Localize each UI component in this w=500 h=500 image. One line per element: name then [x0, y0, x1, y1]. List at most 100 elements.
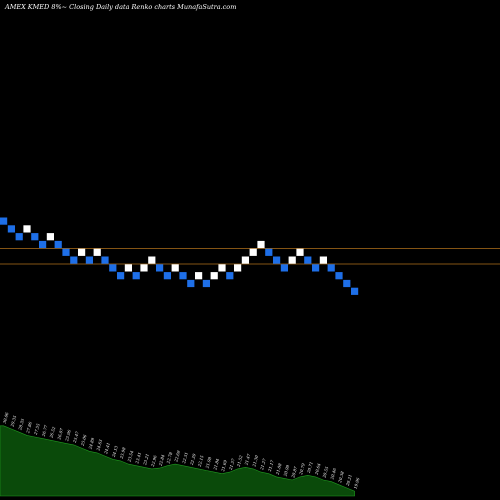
volume-label: 21.30 [251, 454, 259, 468]
renko-brick-down [265, 248, 273, 256]
volume-label: 24.63 [95, 438, 103, 452]
renko-brick-down [54, 240, 62, 249]
renko-brick-down [31, 233, 39, 241]
renko-brick-up [288, 256, 296, 264]
volume-label: 25.06 [79, 434, 87, 448]
renko-brick-down [343, 279, 351, 288]
renko-brick-down [327, 264, 335, 272]
renko-brick-down [312, 264, 320, 272]
renko-brick-down [109, 264, 117, 272]
renko-brick-down [101, 256, 109, 264]
renko-brick-down [70, 256, 78, 264]
volume-label: 20.21 [345, 474, 353, 487]
renko-brick-down [85, 256, 93, 264]
volume-label: 23.21 [142, 453, 150, 466]
renko-brick-down [7, 225, 15, 233]
renko-brick-down [304, 256, 312, 264]
volume-label: 23.54 [126, 450, 134, 464]
reference-lines [0, 247, 500, 265]
renko-brick-down [163, 272, 171, 280]
volume-label: 22.69 [173, 450, 181, 464]
volume-label: 20.38 [337, 470, 345, 484]
renko-brick-down [335, 272, 343, 280]
volume-label: 27.55 [33, 422, 41, 436]
renko-brick-up [93, 248, 101, 256]
renko-brick-up [241, 256, 249, 264]
volume-label: 20.55 [321, 466, 329, 480]
renko-brick-down [156, 264, 164, 272]
volume-label: 25.96 [64, 429, 72, 443]
volume-label: 29.35 [9, 414, 17, 428]
volume-label: 20.87 [290, 466, 298, 480]
volume-label: 27.86 [25, 421, 33, 435]
renko-brick-down [187, 279, 195, 288]
volume-label: 26.07 [56, 427, 64, 441]
renko-brick-up [46, 233, 54, 241]
volume-label: 23.98 [118, 446, 126, 460]
renko-bricks [0, 217, 359, 295]
volume-area [0, 425, 355, 497]
volume-label: 24.41 [103, 442, 111, 455]
volume-label: 22.51 [181, 452, 189, 465]
renko-brick-up [140, 264, 148, 272]
volume-label: 26.77 [40, 424, 48, 438]
volume-label: 21.17 [267, 459, 275, 473]
renko-brick-down [117, 272, 125, 280]
renko-brick-up [124, 264, 132, 272]
volume-label: 30.06 [2, 411, 10, 424]
volume-labels: 30.06 29.35 28.35 27.86 27.55 26.77 26.52 26.07… [2, 411, 361, 489]
renko-brick-down [0, 217, 8, 225]
renko-brick-up [249, 248, 257, 256]
volume-label: 22.39 [189, 453, 197, 467]
volume-label: 20.46 [329, 467, 337, 481]
renko-brick-up [171, 264, 179, 272]
renko-brick-down [132, 272, 140, 280]
volume-area-shape [0, 425, 355, 497]
renko-brick-up [257, 240, 265, 249]
renko-brick-down [202, 279, 210, 288]
volume-label: 21.57 [228, 458, 236, 472]
renko-brick-down [15, 233, 23, 241]
volume-label: 20.71 [306, 461, 314, 474]
volume-label: 20.99 [282, 464, 290, 478]
volume-label: 24.89 [87, 437, 95, 451]
renko-brick-up [319, 256, 327, 264]
volume-label: 22.96 [150, 454, 158, 468]
volume-label: 21.52 [235, 454, 243, 468]
renko-brick-down [351, 287, 359, 295]
volume-label: 26.52 [48, 426, 56, 440]
volume-label: 20.79 [298, 462, 306, 476]
renko-brick-down [280, 264, 288, 272]
renko-brick-up [218, 264, 226, 272]
volume-label: 19.96 [353, 477, 361, 490]
volume-label: 22.84 [157, 454, 165, 468]
volume-label: 21.47 [243, 453, 251, 467]
renko-brick-up [78, 248, 86, 256]
renko-brick-up [234, 264, 242, 272]
volume-label: 22.78 [165, 451, 173, 465]
volume-label: 22.15 [196, 454, 204, 468]
renko-brick-down [62, 248, 70, 256]
volume-label: 23.41 [134, 452, 142, 465]
renko-brick-down [273, 256, 281, 264]
renko-brick-up [296, 248, 304, 256]
renko-brick-up [210, 272, 218, 280]
volume-label: 21.69 [220, 459, 228, 473]
renko-brick-down [179, 272, 187, 280]
renko-brick-up [195, 272, 203, 280]
volume-label: 21.98 [204, 456, 212, 470]
volume-label: 28.35 [17, 418, 25, 432]
volume-label: 21.27 [259, 458, 267, 472]
chart-title: AMEX KMED 8%~ Closing Daily data Renko c… [4, 3, 236, 11]
volume-label: 20.64 [313, 462, 321, 476]
volume-label: 21.08 [274, 462, 282, 476]
renko-brick-up [23, 225, 31, 233]
renko-brick-down [226, 272, 234, 280]
renko-brick-up [148, 256, 156, 264]
volume-label: 21.84 [212, 458, 220, 472]
renko-brick-down [39, 240, 47, 249]
volume-label: 25.47 [72, 430, 80, 444]
volume-label: 24.13 [111, 445, 119, 459]
